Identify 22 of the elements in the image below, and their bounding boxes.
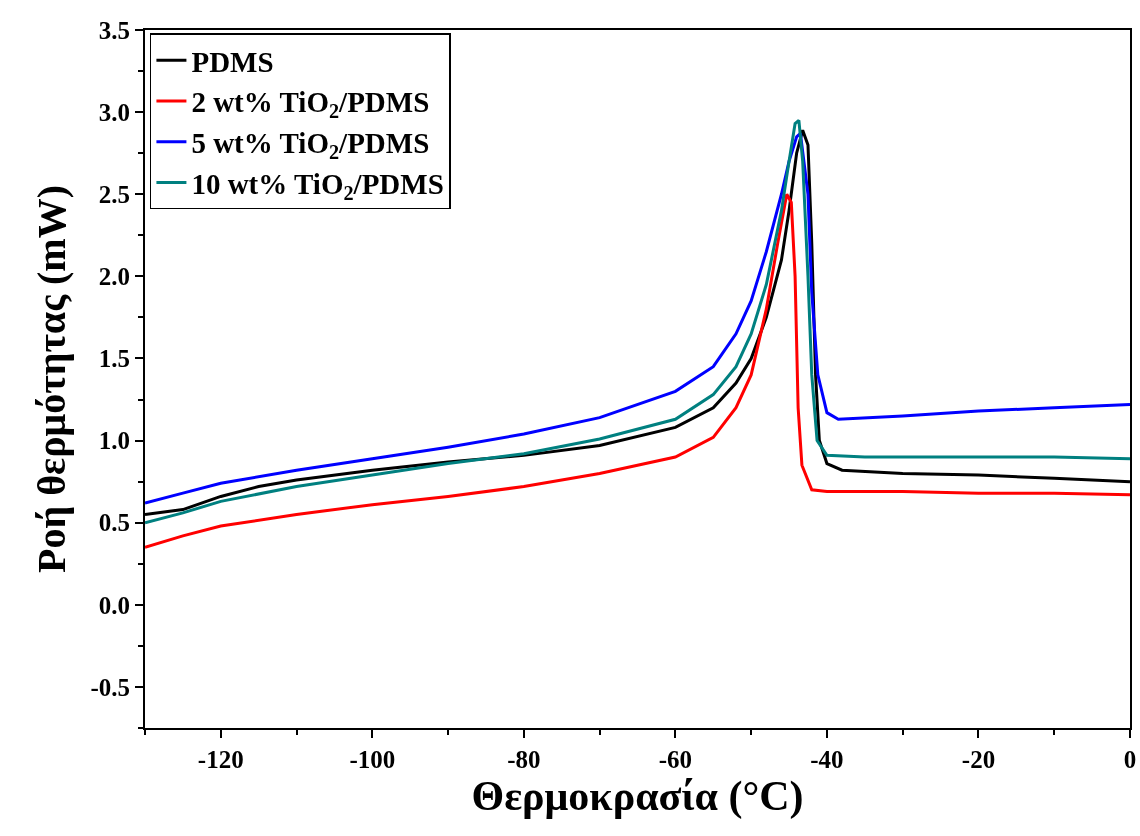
y-tick-label: -0.5	[90, 673, 130, 701]
legend-label: 5 wt% TiO$_{2}$/PDMS	[191, 127, 430, 164]
y-tick-label: 0.0	[98, 591, 130, 619]
x-tick-label: -120	[197, 746, 244, 773]
x-tick-label: -40	[810, 746, 844, 773]
y-axis-title: Ροή θερμότητας (mW)	[29, 185, 75, 573]
y-tick-label: 2.0	[98, 263, 130, 291]
legend-label: PDMS	[191, 45, 274, 78]
y-tick-label: 3.0	[98, 98, 130, 126]
x-tick-label: -100	[349, 746, 396, 773]
x-tick-label: -60	[658, 746, 693, 773]
x-axis-title: Θερμοκρασία (°C)	[471, 773, 804, 820]
x-tick-label: 0	[1123, 746, 1137, 773]
y-tick-label: 0.5	[98, 509, 130, 537]
x-tick-label: -80	[507, 746, 541, 773]
y-tick-label: 2.5	[98, 180, 130, 208]
y-tick-label: 3.5	[98, 16, 130, 44]
x-tick-label: -20	[961, 746, 996, 773]
legend-label: 10 wt% TiO$_{2}$/PDMS	[191, 167, 444, 204]
y-tick-label: 1.5	[98, 345, 130, 373]
y-tick-label: 1.0	[98, 427, 130, 455]
legend-label: 2 wt% TiO$_{2}$/PDMS	[191, 86, 430, 123]
